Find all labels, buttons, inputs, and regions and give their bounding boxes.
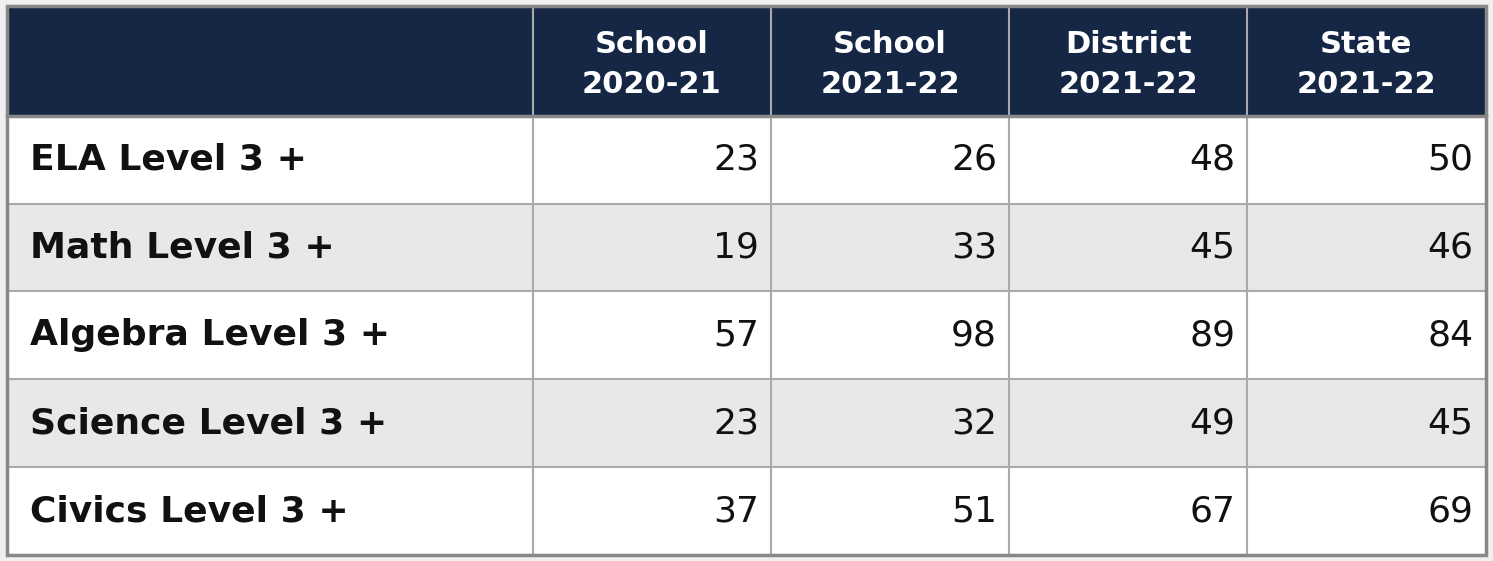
- Text: 2021-22: 2021-22: [820, 70, 960, 99]
- Text: 67: 67: [1190, 494, 1235, 528]
- Text: 2021-22: 2021-22: [1296, 70, 1436, 99]
- Text: State: State: [1320, 30, 1412, 58]
- Bar: [7, 6, 1486, 116]
- Text: School: School: [594, 30, 709, 58]
- Bar: [7, 204, 1486, 292]
- Text: 32: 32: [951, 406, 997, 440]
- Text: 23: 23: [714, 142, 758, 177]
- Text: Math Level 3 +: Math Level 3 +: [30, 231, 334, 265]
- Bar: [7, 292, 1486, 379]
- Text: 45: 45: [1190, 231, 1235, 265]
- Text: 89: 89: [1190, 319, 1235, 352]
- Text: 33: 33: [951, 231, 997, 265]
- Text: Science Level 3 +: Science Level 3 +: [30, 406, 387, 440]
- Text: ELA Level 3 +: ELA Level 3 +: [30, 142, 308, 177]
- Bar: [7, 467, 1486, 555]
- Text: 23: 23: [714, 406, 758, 440]
- Text: 45: 45: [1427, 406, 1474, 440]
- Text: 51: 51: [951, 494, 997, 528]
- Text: 84: 84: [1427, 319, 1474, 352]
- Bar: [7, 116, 1486, 204]
- Text: School: School: [833, 30, 947, 58]
- Text: District: District: [1065, 30, 1191, 58]
- Text: 50: 50: [1427, 142, 1474, 177]
- Text: 2021-22: 2021-22: [1059, 70, 1197, 99]
- Text: 37: 37: [714, 494, 758, 528]
- Text: 49: 49: [1190, 406, 1235, 440]
- Text: 57: 57: [714, 319, 758, 352]
- Bar: [7, 379, 1486, 467]
- Text: 2020-21: 2020-21: [582, 70, 721, 99]
- Text: 48: 48: [1190, 142, 1235, 177]
- Text: 69: 69: [1427, 494, 1474, 528]
- Text: Civics Level 3 +: Civics Level 3 +: [30, 494, 348, 528]
- Text: 26: 26: [951, 142, 997, 177]
- Text: 19: 19: [714, 231, 758, 265]
- Text: Algebra Level 3 +: Algebra Level 3 +: [30, 319, 390, 352]
- Text: 46: 46: [1427, 231, 1474, 265]
- Text: 98: 98: [951, 319, 997, 352]
